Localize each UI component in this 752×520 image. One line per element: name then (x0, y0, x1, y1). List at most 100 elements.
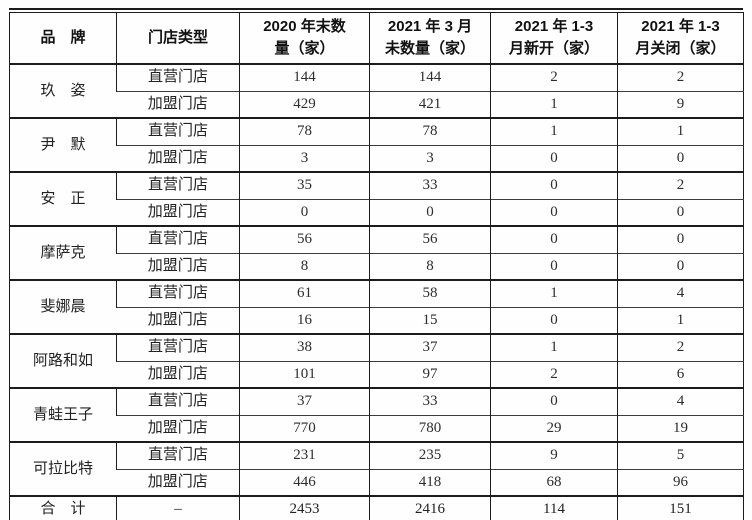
value-cell: 144 (239, 63, 370, 91)
value-cell: 3 (239, 144, 370, 172)
value-cell: 231 (239, 441, 370, 469)
table-header: 品 牌 门店类型 2020 年末数 量（家） 2021 年 3 月 未数量（家）… (9, 12, 744, 65)
brand-cell: 青蛙王子 (9, 387, 117, 442)
value-cell: 33 (369, 387, 491, 415)
table-row: 加盟门店 8 8 0 0 (10, 252, 744, 280)
brand-store-count-table: 品 牌 门店类型 2020 年末数 量（家） 2021 年 3 月 未数量（家）… (9, 12, 744, 520)
value-cell: 29 (490, 414, 618, 442)
value-cell: 0 (239, 198, 370, 226)
value-cell: 2 (617, 63, 744, 91)
store-type-cell: 加盟门店 (116, 306, 240, 334)
store-type-cell: 加盟门店 (116, 468, 240, 496)
brand-cell: 玖 姿 (9, 63, 117, 118)
total-value: 2453 (239, 495, 370, 520)
total-value: 2416 (369, 495, 491, 520)
store-type-cell: 直营门店 (116, 387, 240, 415)
total-label: 合 计 (9, 495, 117, 520)
value-cell: 4 (617, 387, 744, 415)
table-top-double-rule (9, 8, 743, 10)
brand-cell: 尹 默 (9, 117, 117, 172)
brand-cell: 斐娜晨 (9, 279, 117, 334)
value-cell: 0 (617, 198, 744, 226)
value-cell: 15 (369, 306, 491, 334)
value-cell: 4 (617, 279, 744, 307)
store-type-cell: 直营门店 (116, 279, 240, 307)
table-row: 青蛙王子 直营门店 37 33 0 4 (9, 387, 744, 442)
value-cell: 1 (617, 117, 744, 145)
header-brand: 品 牌 (9, 12, 117, 65)
value-cell: 0 (490, 171, 618, 199)
value-cell: 56 (239, 225, 370, 253)
brand-cell: 摩萨克 (9, 225, 117, 280)
total-row: 合 计 –2453 2416 114 151 (9, 495, 744, 520)
table-row: 加盟门店 101 97 2 6 (10, 360, 744, 388)
value-cell: 38 (239, 333, 370, 361)
value-cell: 0 (490, 225, 618, 253)
value-cell: 78 (369, 117, 491, 145)
value-cell: 101 (239, 360, 370, 388)
brand-cell: 阿路和如 (9, 333, 117, 388)
store-type-cell: 直营门店 (116, 333, 240, 361)
value-cell: 37 (369, 333, 491, 361)
store-type-cell: 加盟门店 (116, 252, 240, 280)
value-cell: 2 (490, 63, 618, 91)
value-cell: 144 (369, 63, 491, 91)
header-2021-mar-end: 2021 年 3 月 未数量（家） (369, 12, 491, 65)
value-cell: 1 (490, 333, 618, 361)
value-cell: 0 (617, 252, 744, 280)
header-2021-opened: 2021 年 1-3 月新开（家） (490, 12, 618, 65)
value-cell: 61 (239, 279, 370, 307)
value-cell: 68 (490, 468, 618, 496)
brand-cell: 安 正 (9, 171, 117, 226)
table-row: 加盟门店 16 15 0 1 (10, 306, 744, 334)
value-cell: 1 (617, 306, 744, 334)
store-type-cell: 加盟门店 (116, 144, 240, 172)
value-cell: 97 (369, 360, 491, 388)
value-cell: 56 (369, 225, 491, 253)
value-cell: 37 (239, 387, 370, 415)
store-type-cell: 直营门店 (116, 117, 240, 145)
store-type-cell: 加盟门店 (116, 360, 240, 388)
header-2021-closed: 2021 年 1-3 月关闭（家） (617, 12, 744, 65)
value-cell: 2 (617, 171, 744, 199)
value-cell: 5 (617, 441, 744, 469)
store-type-cell: 直营门店 (116, 63, 240, 91)
table-row: 加盟门店 0 0 0 0 (10, 198, 744, 226)
table-row: 阿路和如 直营门店 38 37 1 2 (9, 333, 744, 388)
value-cell: 78 (239, 117, 370, 145)
value-cell: 2 (490, 360, 618, 388)
total-value: 114 (490, 495, 618, 520)
table-row: 斐娜晨 直营门店 61 58 1 4 (9, 279, 744, 334)
table-row: 加盟门店 429 421 1 9 (10, 90, 744, 118)
store-type-cell: 加盟门店 (116, 198, 240, 226)
value-cell: 96 (617, 468, 744, 496)
table-row: 尹 默直营门店 78 78 1 1 (9, 117, 744, 172)
store-type-cell: 直营门店 (116, 441, 240, 469)
total-type-dash: – (116, 495, 240, 520)
value-cell: 770 (239, 414, 370, 442)
value-cell: 429 (239, 90, 370, 118)
table-row: 摩萨克 直营门店 56 56 0 0 (9, 225, 744, 280)
value-cell: 19 (617, 414, 744, 442)
table-row: 玖 姿直营门店 144 144 2 2 (9, 63, 744, 118)
value-cell: 2 (617, 333, 744, 361)
value-cell: 235 (369, 441, 491, 469)
value-cell: 0 (490, 387, 618, 415)
header-2020-end: 2020 年末数 量（家） (239, 12, 370, 65)
value-cell: 418 (369, 468, 491, 496)
value-cell: 0 (490, 144, 618, 172)
value-cell: 9 (490, 441, 618, 469)
value-cell: 0 (617, 144, 744, 172)
table-row: 加盟门店 3 3 0 0 (10, 144, 744, 172)
value-cell: 446 (239, 468, 370, 496)
value-cell: 33 (369, 171, 491, 199)
store-type-cell: 加盟门店 (116, 90, 240, 118)
value-cell: 6 (617, 360, 744, 388)
store-type-cell: 加盟门店 (116, 414, 240, 442)
value-cell: 3 (369, 144, 491, 172)
value-cell: 0 (617, 225, 744, 253)
store-type-cell: 直营门店 (116, 225, 240, 253)
value-cell: 8 (369, 252, 491, 280)
table-row: 安 正直营门店 35 33 0 2 (9, 171, 744, 226)
